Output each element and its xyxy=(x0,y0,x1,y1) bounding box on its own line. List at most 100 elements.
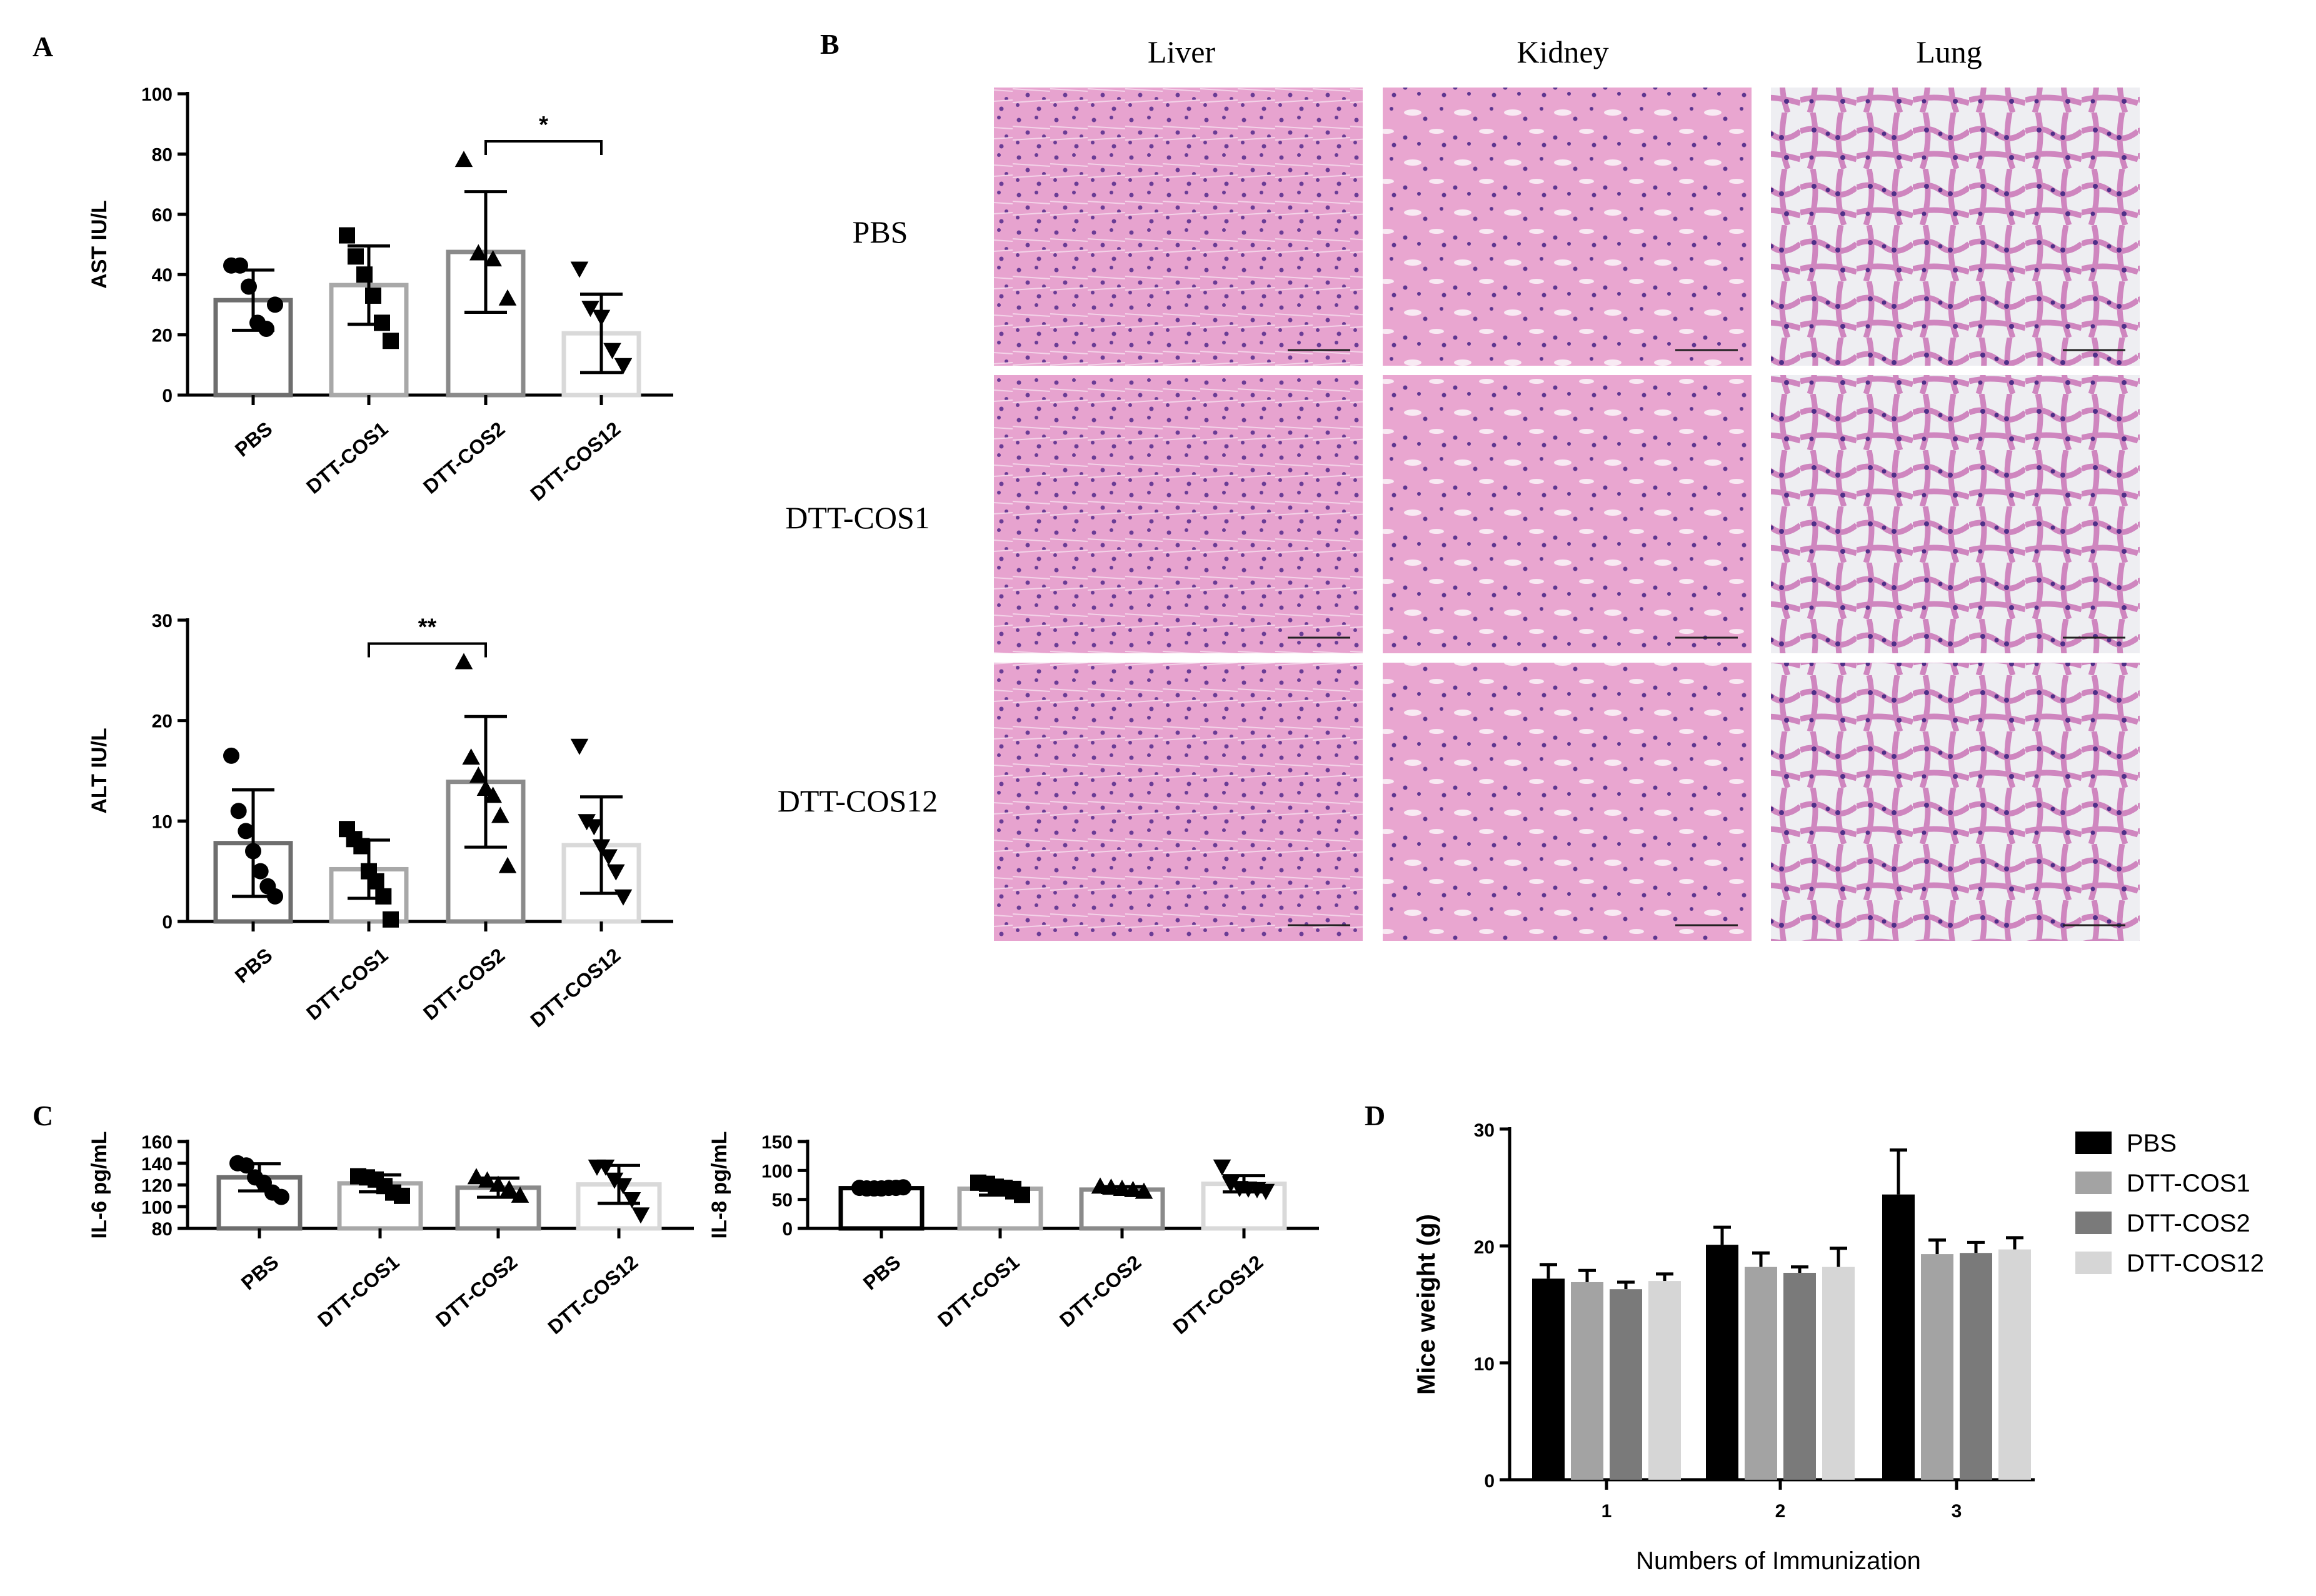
x-category-label: DTT-COS12 xyxy=(526,418,624,506)
histo-image-liver-dtt-cos12 xyxy=(994,663,1363,941)
data-point xyxy=(365,287,381,304)
data-point xyxy=(223,747,239,764)
x-category-label: DTT-COS1 xyxy=(313,1251,403,1332)
data-point xyxy=(1102,1178,1120,1195)
data-point xyxy=(605,1172,624,1189)
data-point xyxy=(599,849,618,866)
data-point xyxy=(570,261,589,278)
data-point xyxy=(596,1159,615,1176)
significance-label: * xyxy=(539,112,548,138)
panel-letter-b: B xyxy=(820,28,840,60)
histo-image-kidney-pbs xyxy=(1383,88,1752,366)
bar xyxy=(1610,1289,1642,1480)
data-point xyxy=(484,786,502,803)
x-category-label: DTT-COS12 xyxy=(526,944,624,1032)
data-point xyxy=(267,888,283,905)
il8-chart: 0 50 100 150 IL-8 pg/mL PBS DTT-COS1 DTT-COS2 DT… xyxy=(708,1132,1319,1338)
data-point xyxy=(339,227,355,244)
data-point xyxy=(581,301,599,318)
x-category-label: DTT-COS1 xyxy=(302,944,392,1025)
bar xyxy=(1706,1245,1738,1480)
data-point xyxy=(1124,1180,1142,1197)
data-point xyxy=(1213,1159,1231,1176)
legend-label: DTT-COS2 xyxy=(2127,1210,2250,1237)
data-point xyxy=(238,823,254,840)
y-tick-label: 20 xyxy=(1474,1237,1495,1258)
y-tick-label: 100 xyxy=(761,1161,793,1182)
x-category-label: 3 xyxy=(1952,1501,1962,1522)
x-category-label: 1 xyxy=(1602,1501,1612,1522)
data-point xyxy=(1256,1183,1275,1200)
legend-label: PBS xyxy=(2127,1130,2177,1157)
data-point xyxy=(374,314,390,331)
weight-chart: 0 10 20 30 Mice weight (g) Numbers of Immuniz… xyxy=(1413,1120,2264,1575)
y-tick-label: 30 xyxy=(1474,1120,1495,1141)
x-category-label: DTT-COS2 xyxy=(419,418,509,498)
x-category-label: 2 xyxy=(1775,1501,1786,1522)
data-point xyxy=(273,1188,289,1205)
legend-swatch xyxy=(2075,1212,2112,1234)
data-point xyxy=(348,248,364,265)
data-point xyxy=(603,343,621,359)
data-point xyxy=(570,738,589,755)
data-point xyxy=(356,266,373,283)
y-axis-title: IL-8 pg/mL xyxy=(708,1132,731,1239)
data-point xyxy=(245,843,261,860)
data-point xyxy=(1135,1182,1153,1199)
histo-image-kidney-dtt-cos12 xyxy=(1383,663,1752,941)
data-point xyxy=(267,296,283,313)
data-point xyxy=(500,1180,518,1197)
histo-image-lung-dtt-cos1 xyxy=(1771,375,2140,653)
data-point xyxy=(895,1179,911,1196)
histo-image-lung-pbs xyxy=(1771,88,2140,366)
significance-bracket xyxy=(368,642,487,658)
data-point xyxy=(232,257,248,274)
data-point xyxy=(383,911,399,928)
data-point xyxy=(585,819,603,836)
significance-bracket xyxy=(484,140,603,156)
y-tick-label: 0 xyxy=(782,1219,793,1240)
y-axis-title: ALT IU/L xyxy=(88,728,111,813)
alt-chart: 0 10 20 30 ALT IU/L PBS DTT-COS1 DTT-COS2 DTT-CO… xyxy=(88,611,673,1031)
data-point xyxy=(607,864,625,881)
histo-col-label-liver: Liver xyxy=(1148,34,1216,69)
bar xyxy=(1571,1282,1603,1480)
y-tick-label: 120 xyxy=(141,1176,173,1197)
legend-label: DTT-COS12 xyxy=(2127,1250,2264,1277)
y-tick-label: 10 xyxy=(1474,1354,1495,1375)
x-category-label: PBS xyxy=(231,418,277,461)
data-point xyxy=(623,1192,641,1209)
data-point xyxy=(498,289,517,306)
bar xyxy=(1921,1254,1953,1480)
data-point xyxy=(614,1178,633,1195)
panel-letter-c: C xyxy=(33,1100,53,1132)
data-point xyxy=(592,839,611,856)
histo-row-label-dtt-cos1: DTT-COS1 xyxy=(785,500,930,535)
x-category-label: DTT-COS12 xyxy=(543,1251,642,1339)
bar xyxy=(1882,1194,1915,1480)
y-tick-label: 50 xyxy=(772,1190,793,1211)
histo-row-label-dtt-cos12: DTT-COS12 xyxy=(778,783,938,818)
panel-letter-d: D xyxy=(1365,1100,1385,1132)
data-point xyxy=(614,358,633,374)
data-point xyxy=(1221,1176,1240,1193)
histo-col-label-kidney: Kidney xyxy=(1516,34,1608,69)
y-tick-label: 150 xyxy=(761,1132,793,1153)
y-tick-label: 30 xyxy=(152,611,173,631)
bar xyxy=(1822,1267,1855,1480)
data-point xyxy=(353,838,370,855)
legend-swatch xyxy=(2075,1252,2112,1274)
y-tick-label: 80 xyxy=(152,144,173,165)
x-category-label: DTT-COS1 xyxy=(933,1251,1023,1332)
y-axis-title: AST IU/L xyxy=(88,200,111,289)
panel-letter-a: A xyxy=(33,31,53,63)
data-point xyxy=(489,1175,508,1192)
data-point xyxy=(592,309,611,326)
data-point xyxy=(368,873,384,890)
data-point xyxy=(1091,1177,1110,1194)
data-point xyxy=(469,766,488,783)
y-tick-label: 0 xyxy=(1484,1471,1495,1492)
bar xyxy=(1783,1273,1816,1480)
significance-label: ** xyxy=(418,614,437,640)
